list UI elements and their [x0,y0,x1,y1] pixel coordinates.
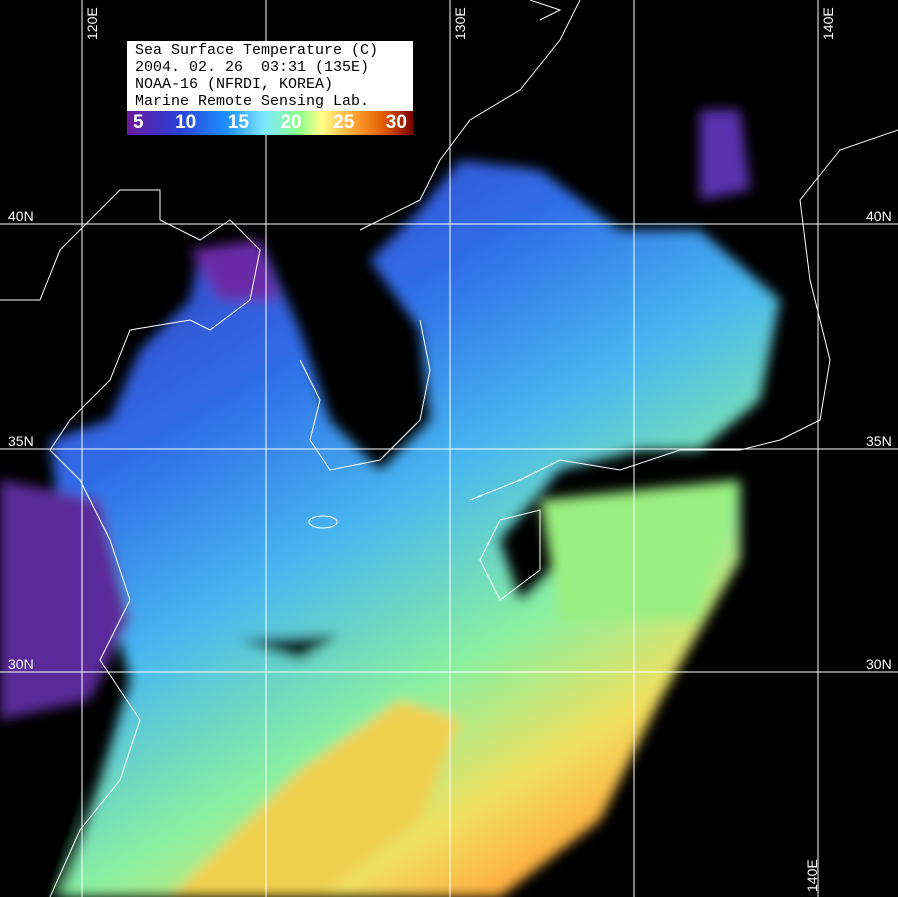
lon-label-140e-bottom: 140E [804,859,820,892]
lat-label-30n: 30N [8,656,34,672]
lon-label-130e: 130E [452,7,468,40]
scale-tick: 20 [280,112,302,133]
scale-tick: 5 [133,112,144,133]
lat-label-35n-right: 35N [866,433,892,449]
lat-label-40n: 40N [8,208,34,224]
legend-box: Sea Surface Temperature (C) 2004. 02. 26… [127,41,413,135]
lon-label-120e: 120E [84,7,100,40]
scale-tick: 10 [175,112,197,133]
scale-tick: 15 [227,112,249,133]
lat-label-40n-right: 40N [866,208,892,224]
sea-temperature-field [0,110,780,897]
scale-tick: 30 [385,112,407,133]
scale-tick: 25 [333,112,355,133]
legend-lab: Marine Remote Sensing Lab. [135,93,370,110]
lon-label-140e: 140E [820,7,836,40]
color-scale-bar: 5 10 15 20 25 30 [127,111,413,135]
legend-satellite: NOAA-16 (NFRDI, KOREA) [135,76,334,93]
lat-label-30n-right: 30N [866,656,892,672]
legend-datetime: 2004. 02. 26 03:31 (135E) [135,59,370,76]
lat-label-35n: 35N [8,433,34,449]
legend-title: Sea Surface Temperature (C) [135,42,379,59]
